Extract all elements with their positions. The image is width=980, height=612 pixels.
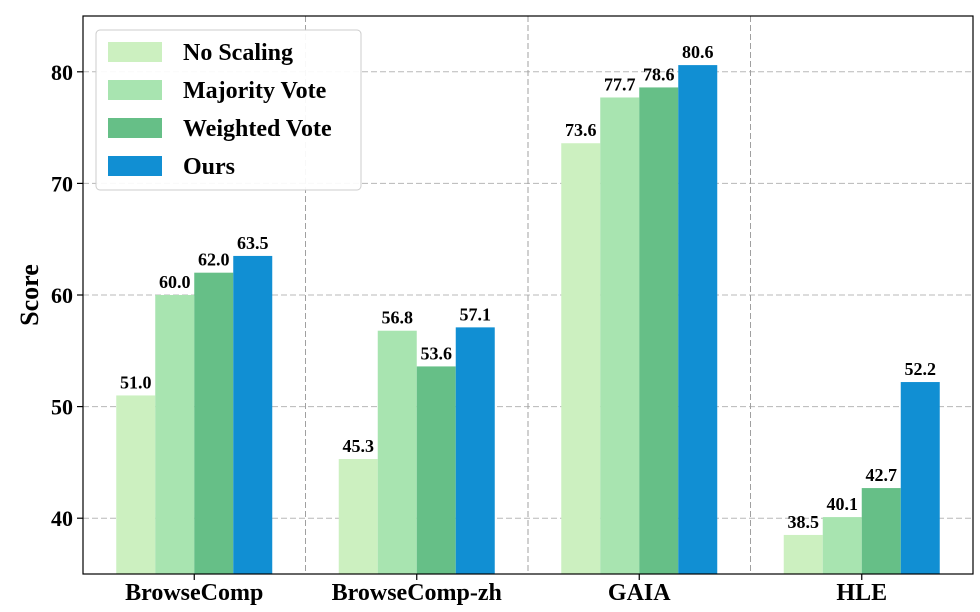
- legend-swatch: [108, 80, 162, 100]
- data-labels: 51.0 60.0 62.0 63.5 45.3 56.8 53.6 57.1 73.6 77.7…: [120, 42, 936, 532]
- bar-majority-vote: [377, 330, 417, 574]
- bar-value-label: 63.5: [237, 233, 269, 253]
- bar-majority-vote: [600, 97, 640, 574]
- legend-swatch: [108, 156, 162, 176]
- y-tick-label: 40: [51, 506, 73, 531]
- bar-ours: [900, 382, 940, 574]
- bar-value-label: 52.2: [905, 359, 937, 379]
- bar-value-label: 57.1: [460, 304, 492, 324]
- bar-no-scaling: [116, 395, 156, 574]
- y-tick-label: 80: [51, 60, 73, 85]
- bars: [116, 65, 940, 574]
- legend-label: No Scaling: [183, 40, 293, 66]
- bar-value-label: 56.8: [382, 308, 414, 328]
- bar-no-scaling: [783, 534, 823, 574]
- x-tick-label: HLE: [836, 580, 887, 606]
- bar-no-scaling: [561, 143, 601, 574]
- bar-majority-vote: [155, 295, 195, 574]
- y-tick-label: 60: [51, 283, 73, 308]
- y-axis: 40 50 60 70 80: [51, 60, 83, 531]
- legend: No Scaling Majority Vote Weighted Vote Ours: [95, 29, 362, 191]
- bar-value-label: 78.6: [643, 64, 675, 84]
- bar-ours: [678, 65, 718, 574]
- x-tick-label: GAIA: [608, 580, 671, 606]
- bar-value-label: 77.7: [604, 74, 636, 94]
- y-tick-label: 70: [51, 171, 73, 196]
- bar-weighted-vote: [861, 488, 901, 574]
- bar-value-label: 40.1: [827, 494, 859, 514]
- bar-majority-vote: [822, 517, 862, 574]
- bar-weighted-vote: [639, 87, 679, 574]
- bar-weighted-vote: [416, 366, 456, 574]
- legend-box: [95, 29, 362, 191]
- bar-ours: [455, 327, 495, 574]
- bar-value-label: 38.5: [788, 512, 820, 532]
- bar-value-label: 80.6: [682, 42, 714, 62]
- legend-swatch: [108, 42, 162, 62]
- bar-value-label: 62.0: [198, 250, 230, 270]
- legend-label: Ours: [183, 154, 235, 180]
- x-axis: BrowseComp BrowseComp-zh GAIA HLE: [125, 574, 887, 606]
- legend-swatch: [108, 118, 162, 138]
- bar-weighted-vote: [194, 272, 234, 574]
- y-tick-label: 50: [51, 395, 73, 420]
- legend-label: Majority Vote: [183, 78, 327, 104]
- y-axis-label: Score: [15, 264, 44, 326]
- bar-no-scaling: [338, 459, 378, 574]
- bar-value-label: 45.3: [343, 436, 375, 456]
- bar-value-label: 53.6: [421, 343, 453, 363]
- bar-value-label: 73.6: [565, 120, 597, 140]
- bar-value-label: 51.0: [120, 372, 152, 392]
- x-tick-label: BrowseComp: [125, 580, 263, 606]
- x-tick-label: BrowseComp-zh: [332, 580, 502, 606]
- bar-value-label: 42.7: [866, 465, 898, 485]
- bar-value-label: 60.0: [159, 272, 191, 292]
- bar-ours: [233, 255, 273, 574]
- legend-label: Weighted Vote: [183, 116, 332, 142]
